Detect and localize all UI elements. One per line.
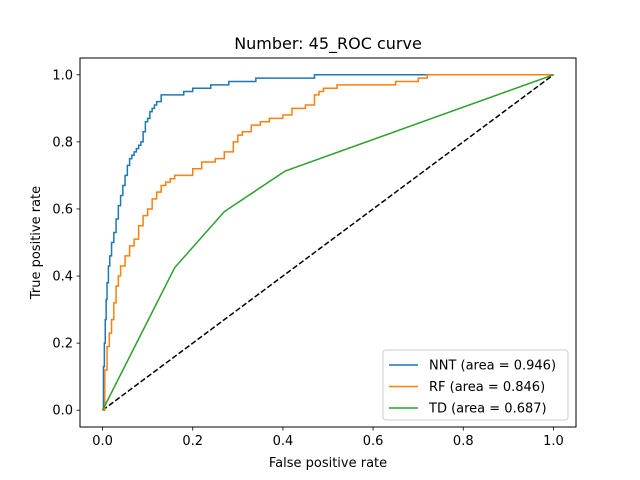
x-tick-label: 0.8	[453, 434, 474, 449]
y-tick-label: 1.0	[52, 68, 73, 83]
legend: NNT (area = 0.946) RF (area = 0.846) TD (a…	[382, 349, 569, 421]
y-tick-label: 0.4	[52, 270, 73, 285]
legend-label-2: TD (area = 0.687)	[428, 402, 547, 417]
x-axis: 0.0 0.2 0.4 0.6 0.8 1.0	[92, 427, 564, 449]
legend-label-0: NNT (area = 0.946)	[429, 359, 556, 374]
series-line-1	[102, 74, 554, 411]
y-axis: 0.0 0.2 0.4 0.6 0.8 1.0	[52, 68, 80, 419]
axes-frame	[79, 57, 577, 428]
legend-label-1: RF (area = 0.846)	[429, 380, 545, 395]
chart-title: Number: 45_ROC curve	[234, 34, 422, 54]
series-line-2	[101, 74, 554, 411]
y-axis-label: True positive rate	[29, 186, 44, 300]
y-tick-label: 0.2	[52, 337, 73, 352]
x-tick-label: 1.0	[543, 434, 564, 449]
x-tick-label: 0.0	[92, 434, 113, 449]
y-tick-label: 0.0	[52, 404, 73, 419]
x-tick-label: 0.4	[273, 434, 294, 449]
x-tick-label: 0.2	[182, 434, 203, 449]
diagonal-reference-line	[102, 74, 554, 411]
x-tick-label: 0.6	[363, 434, 384, 449]
legend-box	[382, 349, 569, 421]
plot-area	[101, 74, 554, 411]
series-line-0	[102, 74, 554, 411]
y-tick-label: 0.8	[52, 135, 73, 150]
x-axis-label: False positive rate	[269, 456, 387, 471]
y-tick-label: 0.6	[52, 202, 73, 217]
